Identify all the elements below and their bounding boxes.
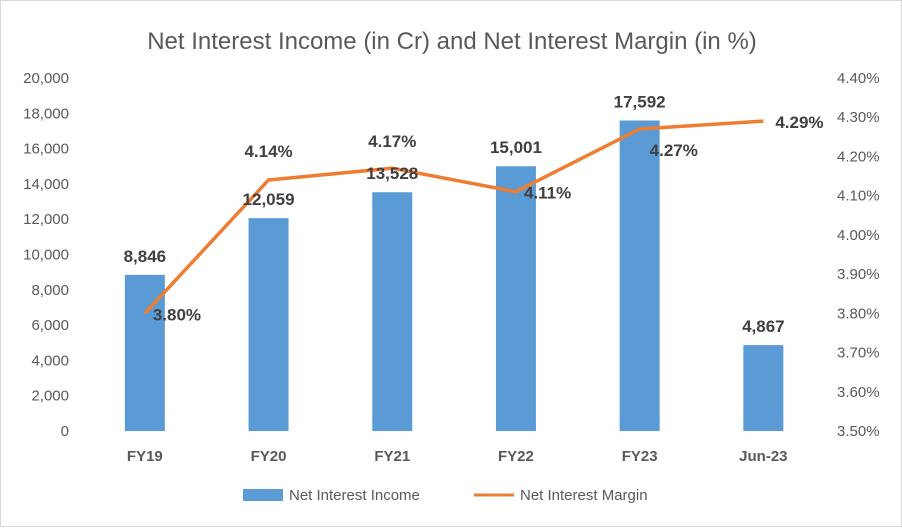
left-axis-tick: 8,000: [31, 282, 69, 299]
left-axis-tick: 16,000: [23, 141, 69, 158]
bar-Jun-23: [743, 345, 783, 431]
line-data-label: 4.14%: [244, 142, 292, 161]
left-axis-tick: 12,000: [23, 211, 69, 228]
category-label: FY22: [498, 448, 534, 465]
left-axis-tick: 10,000: [23, 247, 69, 264]
line-data-label: 4.27%: [650, 141, 698, 160]
bar-data-label: 13,528: [366, 164, 418, 183]
bar-data-label: 17,592: [614, 93, 666, 112]
left-axis-tick: 0: [61, 423, 69, 440]
bar-FY21: [372, 192, 412, 431]
bar-FY23: [620, 121, 660, 431]
category-label: FY23: [622, 448, 658, 465]
right-axis-tick: 3.90%: [837, 266, 880, 283]
legend: Net Interest Income Net Interest Margin: [243, 487, 648, 504]
legend-label-nii: Net Interest Income: [289, 487, 420, 504]
right-axis-tick: 4.40%: [837, 70, 880, 87]
bar-FY20: [249, 218, 289, 431]
legend-label-nim: Net Interest Margin: [520, 487, 648, 504]
left-axis-tick: 14,000: [23, 176, 69, 193]
right-axis-tick: 3.50%: [837, 423, 880, 440]
left-axis-tick: 20,000: [23, 70, 69, 87]
left-axis-tick: 18,000: [23, 105, 69, 122]
right-axis-tick: 4.10%: [837, 188, 880, 205]
bar-data-label: 4,867: [742, 317, 785, 336]
bar-data-label: 15,001: [490, 138, 542, 157]
bar-FY22: [496, 166, 536, 431]
left-axis-tick: 2,000: [31, 388, 69, 405]
line-data-label: 4.29%: [775, 113, 823, 132]
category-label: FY19: [127, 448, 163, 465]
line-data-label: 3.80%: [153, 305, 201, 324]
right-axis-tick: 3.60%: [837, 384, 880, 401]
left-axis-tick: 6,000: [31, 317, 69, 334]
category-label: FY20: [251, 448, 287, 465]
line-data-label: 4.11%: [524, 184, 571, 203]
chart-title: Net Interest Income (in Cr) and Net Inte…: [147, 28, 757, 55]
right-axis-tick: 4.30%: [837, 109, 880, 126]
category-label: FY21: [374, 448, 410, 465]
bar-data-label: 12,059: [243, 190, 295, 209]
right-axis-tick: 3.70%: [837, 345, 880, 362]
right-axis-tick: 4.00%: [837, 227, 880, 244]
bar-data-label: 8,846: [124, 247, 167, 266]
left-axis-tick: 4,000: [31, 352, 69, 369]
line-data-label: 4.17%: [368, 132, 416, 151]
right-axis-tick: 4.20%: [837, 148, 880, 165]
legend-swatch-nii: [243, 489, 283, 501]
category-label: Jun-23: [739, 448, 787, 465]
right-axis-tick: 3.80%: [837, 305, 880, 322]
